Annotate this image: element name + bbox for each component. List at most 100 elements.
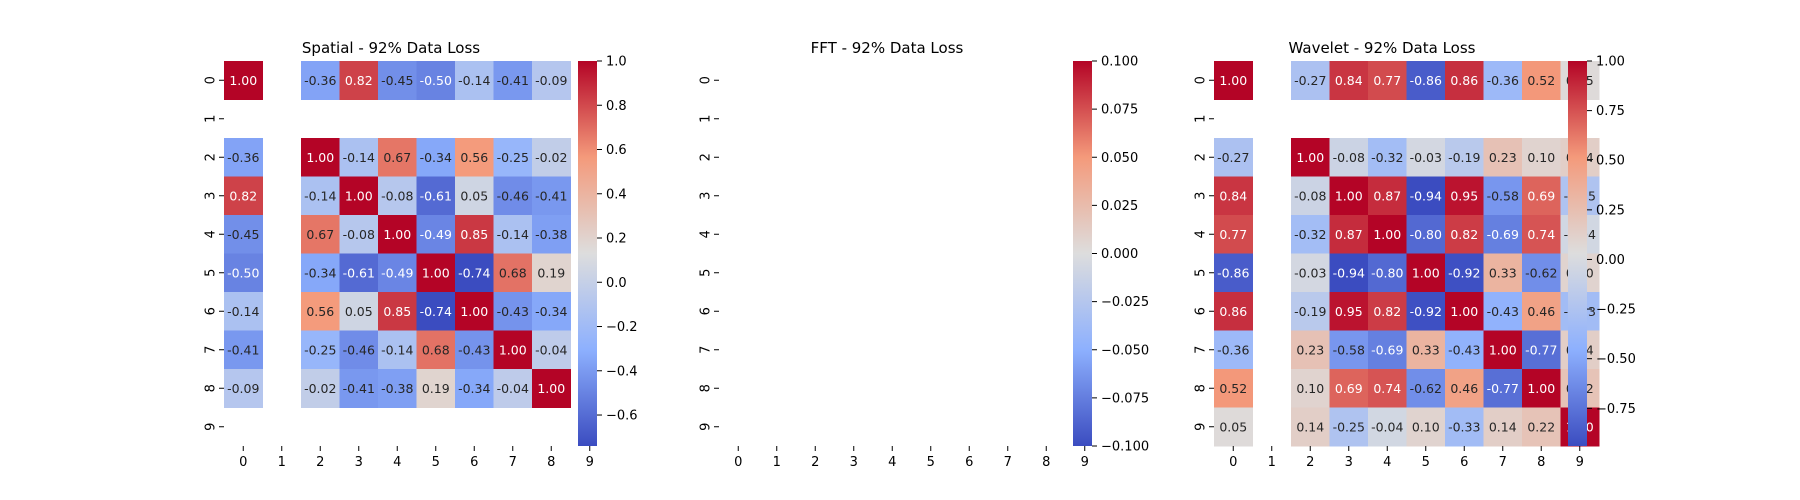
spatial-cell-r7-c3: [339, 330, 379, 370]
fft-y-tick-label-2: 2: [699, 153, 714, 161]
fft-x-tick-label-3: 3: [850, 455, 858, 470]
spatial-cell-label-r6-c8: -0.34: [535, 304, 567, 319]
wavelet-heatmap-panel: Wavelet - 92% Data Loss 1.00 -0.27 0.84 0.7…: [1194, 39, 1636, 470]
wavelet-cell-label-r5-c4: -0.80: [1371, 265, 1403, 280]
wavelet-cell-r8-c3: [1329, 369, 1369, 408]
spatial-cell-label-r6-c2: 0.56: [306, 304, 334, 319]
wavelet-cell-r4-c0: [1214, 215, 1253, 254]
fft-x-tick-label-8: 8: [1042, 455, 1050, 470]
wavelet-cell-label-r4-c6: 0.82: [1450, 227, 1478, 242]
spatial-cell-label-r5-c2: -0.34: [304, 265, 336, 280]
wavelet-cell-label-r0-c2: -0.27: [1294, 73, 1326, 88]
wavelet-cell-r4-c8: [1522, 215, 1561, 254]
fft-colorbar-tick-label-3: 0.025: [1101, 199, 1138, 214]
wavelet-cell-r2-c2: [1291, 138, 1330, 177]
wavelet-cell-label-r3-c5: -0.94: [1410, 188, 1442, 203]
wavelet-cell-label-r2-c7: 0.23: [1489, 150, 1517, 165]
wavelet-x-tick-label-4: 4: [1383, 455, 1391, 470]
spatial-cell-r4-c8: [532, 215, 571, 254]
wavelet-cell-label-r0-c8: 0.52: [1527, 73, 1555, 88]
spatial-cell-r4-c2: [301, 215, 340, 254]
spatial-cell-label-r6-c6: 1.00: [460, 304, 488, 319]
fft-x-tick-label-9: 9: [1081, 455, 1089, 470]
spatial-cell-label-r5-c8: 0.19: [537, 265, 565, 280]
spatial-cell-label-r6-c4: 0.85: [383, 304, 411, 319]
spatial-cell-label-r5-c5: 1.00: [422, 265, 450, 280]
spatial-cell-label-r3-c8: -0.41: [535, 188, 567, 203]
spatial-colorbar-tick-label-3: 0.4: [606, 187, 627, 202]
wavelet-cell-label-r7-c7: 1.00: [1489, 342, 1517, 357]
spatial-cell-r3-c7: [493, 176, 533, 216]
wavelet-cell-label-r2-c0: -0.27: [1217, 150, 1249, 165]
wavelet-cell-r6-c4: [1368, 292, 1407, 331]
spatial-cell-r2-c0: [224, 138, 263, 177]
spatial-x-tick-label-6: 6: [470, 455, 478, 470]
wavelet-colorbar-ticks: 1.00 0.75 0.50 0.25 0.00 −0.25 −0.50 −0.75: [1587, 55, 1636, 417]
wavelet-heatmap-title: Wavelet - 92% Data Loss: [1289, 39, 1476, 57]
spatial-cell-r7-c6: [455, 330, 494, 370]
wavelet-cell-label-r6-c3: 0.95: [1335, 304, 1363, 319]
spatial-cell-label-r8-c3: -0.41: [343, 381, 375, 396]
fft-colorbar-ticks: 0.100 0.075 0.050 0.025 0.000 −0.025 −0.050 −0.…: [1092, 55, 1149, 455]
spatial-cell-r7-c4: [378, 330, 417, 370]
wavelet-cell-r3-c5: [1406, 176, 1446, 216]
wavelet-cell-label-r2-c6: -0.19: [1448, 150, 1480, 165]
wavelet-cell-label-r5-c6: -0.92: [1448, 265, 1480, 280]
wavelet-cell-r0-c5: [1406, 61, 1446, 100]
wavelet-colorbar: 1.00 0.75 0.50 0.25 0.00 −0.25 −0.50 −0.75: [1568, 55, 1636, 446]
wavelet-cell-label-r6-c8: 0.46: [1527, 304, 1555, 319]
wavelet-heatmap-y-ticks: 0 1 2 3 4 5 6 7 8 9: [1194, 76, 1214, 431]
wavelet-cell-label-r4-c7: -0.69: [1487, 227, 1519, 242]
fft-y-tick-label-5: 5: [699, 269, 714, 277]
wavelet-cell-label-r3-c0: 0.84: [1219, 188, 1247, 203]
fft-colorbar-tick-label-6: −0.050: [1101, 343, 1149, 358]
spatial-cell-label-r4-c3: -0.08: [343, 227, 375, 242]
wavelet-cell-label-r3-c2: -0.08: [1294, 188, 1326, 203]
wavelet-cell-label-r8-c2: 0.10: [1296, 381, 1324, 396]
wavelet-cell-label-r0-c3: 0.84: [1335, 73, 1363, 88]
wavelet-cell-r0-c3: [1329, 61, 1369, 100]
wavelet-x-tick-label-0: 0: [1229, 455, 1237, 470]
spatial-cell-r4-c4: [378, 215, 417, 254]
spatial-cell-r3-c2: [301, 176, 340, 216]
spatial-colorbar-tick-label-6: −0.2: [606, 320, 638, 335]
spatial-x-tick-label-7: 7: [509, 455, 517, 470]
wavelet-y-tick-label-5: 5: [1194, 269, 1209, 277]
wavelet-cell-label-r4-c0: 0.77: [1219, 227, 1247, 242]
wavelet-colorbar-tick-label-2: 0.50: [1596, 154, 1625, 169]
wavelet-cell-r8-c7: [1483, 369, 1523, 408]
wavelet-cell-r3-c2: [1291, 176, 1330, 216]
wavelet-x-tick-label-5: 5: [1422, 455, 1430, 470]
spatial-cell-r0-c2: [301, 61, 340, 100]
spatial-cell-r6-c8: [532, 292, 571, 331]
fft-heatmap-title: FFT - 92% Data Loss: [811, 39, 964, 57]
spatial-y-tick-label-0: 0: [204, 76, 219, 84]
spatial-cell-r0-c8: [532, 61, 571, 100]
wavelet-cell-r5-c6: [1445, 253, 1484, 293]
spatial-cell-r2-c7: [493, 138, 533, 177]
wavelet-cell-label-r6-c7: -0.43: [1487, 304, 1519, 319]
wavelet-cell-label-r3-c8: 0.69: [1527, 188, 1555, 203]
wavelet-colorbar-tick-label-0: 1.00: [1596, 55, 1625, 70]
spatial-cell-r8-c4: [378, 369, 417, 408]
spatial-colorbar-tick-label-4: 0.2: [606, 232, 627, 247]
spatial-cell-r0-c3: [339, 61, 379, 100]
wavelet-y-tick-label-8: 8: [1194, 384, 1209, 392]
wavelet-y-tick-label-2: 2: [1194, 153, 1209, 161]
spatial-cell-r5-c0: [224, 253, 263, 293]
fft-y-tick-label-0: 0: [699, 76, 714, 84]
spatial-cell-label-r8-c4: -0.38: [381, 381, 413, 396]
spatial-cell-r0-c5: [416, 61, 456, 100]
spatial-cell-r6-c2: [301, 292, 340, 331]
wavelet-cell-r2-c3: [1329, 138, 1369, 177]
wavelet-cell-label-r8-c0: 0.52: [1219, 381, 1247, 396]
fft-colorbar-tick-label-1: 0.075: [1101, 103, 1138, 118]
spatial-cell-r2-c3: [339, 138, 379, 177]
wavelet-cell-label-r0-c4: 0.77: [1373, 73, 1401, 88]
spatial-cell-label-r7-c3: -0.46: [343, 342, 375, 357]
spatial-cell-label-r0-c2: -0.36: [304, 73, 336, 88]
wavelet-cell-label-r3-c7: -0.58: [1487, 188, 1519, 203]
fft-y-tick-label-1: 1: [699, 115, 714, 123]
wavelet-colorbar-tick-label-7: −0.75: [1596, 402, 1636, 417]
